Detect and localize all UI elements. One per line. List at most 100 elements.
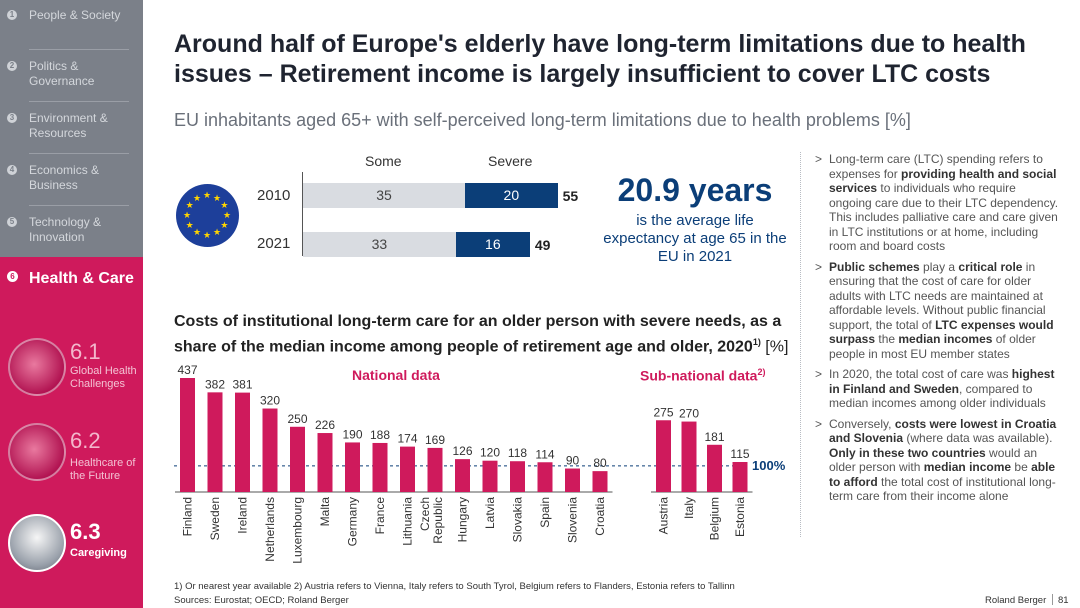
- flag-star-icon: ★: [213, 227, 222, 238]
- bar-latvia: [482, 460, 498, 492]
- bullet-text: (where data was available).: [903, 431, 1053, 445]
- total-2021: 49: [534, 237, 551, 253]
- bullet-bold-text: median income: [923, 460, 1012, 474]
- value-label-austria: 275: [653, 405, 673, 419]
- bullet-item: Conversely, costs were lowest in Croatia…: [815, 417, 1060, 504]
- bullet-text: play a: [919, 259, 959, 274]
- chart-title-unit: [%]: [765, 338, 789, 356]
- bullet-item: Public schemes play a critical role in e…: [815, 260, 1060, 362]
- life-expectancy-text: is the average life expectancy at age 65…: [603, 212, 787, 265]
- value-label-hungary: 126: [452, 444, 472, 458]
- subsection-global-health-challenges[interactable]: 6.1 Global Health Challenges: [0, 327, 143, 407]
- value-label-lithuania: 174: [397, 432, 417, 446]
- bar-finland: [180, 378, 195, 492]
- subsection-number: 6.3: [70, 519, 101, 544]
- category-label-estonia: Estonia: [733, 497, 747, 537]
- section-number-badge: 1: [7, 10, 17, 20]
- category-label-hungary: Hungary: [456, 497, 470, 542]
- bullet-bold-text: LTC expenses would surpass: [829, 317, 1054, 347]
- flag-star-icon: ★: [185, 220, 194, 230]
- category-label-latvia: Latvia: [483, 497, 497, 529]
- sidebar-item-economics-business[interactable]: 4 Economics & Business: [0, 155, 143, 207]
- bullet-text: in ensuring that the cost of care for ol…: [829, 259, 1046, 332]
- bar-austria: [656, 420, 671, 492]
- bar-germany: [345, 442, 360, 492]
- bullet-bold-text: providing health and social services: [829, 166, 1057, 196]
- bar-ireland: [235, 392, 250, 492]
- category-label-spain: Spain: [538, 497, 552, 528]
- bar-some-2021: 33: [303, 232, 456, 257]
- sidebar-item-people-society[interactable]: 1 People & Society: [0, 0, 143, 52]
- bullet-bold-text: highest in Finland and Sweden: [829, 367, 1055, 396]
- group-label-footnote-mark: 2): [757, 367, 766, 377]
- page-number: 81: [1058, 595, 1069, 606]
- bullet-text: to individuals who require ongoing care …: [829, 181, 1059, 253]
- bar-france: [372, 442, 388, 492]
- year-label: 2010: [257, 187, 291, 204]
- subsection-number: 6.2: [70, 428, 101, 453]
- category-label-netherlands: Netherlands: [263, 497, 277, 562]
- life-expectancy-value: 20.9 years: [617, 172, 773, 208]
- bar-spain: [537, 462, 553, 492]
- value-label-netherlands: 320: [260, 394, 280, 408]
- header-some: Some: [365, 153, 402, 169]
- category-label-finland: Finland: [181, 497, 195, 536]
- sidebar-item-environment-resources[interactable]: 3 Environment & Resources: [0, 103, 143, 155]
- bullet-item: In 2020, the total cost of care was high…: [815, 367, 1060, 411]
- subsection-label: Caregiving: [70, 547, 127, 559]
- section-number-badge: 2: [7, 61, 17, 71]
- sidebar-item-label: People & Society: [29, 8, 121, 22]
- column-divider: [800, 152, 801, 537]
- category-label-france: France: [373, 497, 387, 535]
- value-label-finland: 437: [177, 363, 197, 377]
- sidebar-active-label: Health & Care: [29, 270, 134, 287]
- healthcare-future-thumbnail: [8, 423, 66, 481]
- sidebar-divider: [29, 101, 129, 102]
- bullet-text: Long-term care (LTC) spending refers to …: [829, 152, 1043, 181]
- bullet-text: would an older person with: [829, 445, 1038, 475]
- chart-title-footnote-mark: 1): [752, 337, 761, 347]
- group-label-subnational: Sub-national data2): [640, 367, 765, 384]
- value-label-czech-republic: 169: [425, 433, 445, 447]
- bar-lithuania: [400, 446, 415, 492]
- sidebar-item-technology-innovation[interactable]: 5 Technology & Innovation: [0, 207, 143, 259]
- subsection-caregiving[interactable]: 6.3 Caregiving: [0, 502, 143, 582]
- section-number-badge: 3: [7, 113, 17, 123]
- subsection-label: Global Health Challenges: [70, 365, 137, 390]
- subsection-number: 6.1: [70, 339, 101, 364]
- bar-slovenia: [565, 468, 580, 492]
- subsection-healthcare-future[interactable]: 6.2 Healthcare of the Future: [0, 412, 143, 492]
- value-label-germany: 190: [342, 427, 362, 441]
- bullet-list: Long-term care (LTC) spending refers to …: [815, 152, 1060, 510]
- bar-severe-2021: 16: [455, 232, 530, 257]
- group-label-national: National data: [352, 367, 440, 383]
- value-label-slovakia: 118: [508, 446, 527, 460]
- sidebar-item-label: Economics & Business: [29, 163, 100, 192]
- sidebar-divider: [29, 153, 129, 154]
- sidebar-divider: [29, 49, 129, 50]
- value-label-spain: 114: [535, 447, 554, 461]
- sidebar-item-health-care[interactable]: 6 Health & Care 6.1 Global Health Challe…: [0, 257, 143, 608]
- sidebar-item-label: Politics & Governance: [29, 59, 95, 88]
- eu-flag-icon: ★ ★ ★ ★ ★ ★ ★ ★ ★ ★ ★ ★: [176, 184, 239, 247]
- chart-title: Costs of institutional long-term care fo…: [174, 312, 794, 357]
- sidebar-item-politics-governance[interactable]: 2 Politics & Governance: [0, 51, 143, 103]
- sidebar-divider: [29, 205, 129, 206]
- sidebar-item-label: Technology & Innovation: [29, 215, 102, 244]
- flag-star-icon: ★: [203, 230, 212, 240]
- value-label-belgium: 181: [704, 430, 724, 444]
- bullet-text: of older people in most EU member states: [829, 332, 1036, 361]
- bullet-bold-text: able to afford: [829, 460, 1056, 489]
- category-label-croatia: Croatia: [593, 497, 607, 536]
- bullet-bold-text: median incomes: [898, 332, 993, 346]
- value-label-sweden: 382: [205, 377, 225, 391]
- category-label-belgium: Belgium: [708, 497, 722, 540]
- flag-star-icon: ★: [213, 192, 222, 203]
- bullet-bold-text: critical role: [958, 259, 1023, 274]
- category-label-sweden: Sweden: [208, 497, 222, 540]
- section-number-badge: 5: [7, 217, 17, 227]
- bar-severe-2010: 20: [465, 183, 558, 208]
- bar-slovakia: [510, 461, 525, 492]
